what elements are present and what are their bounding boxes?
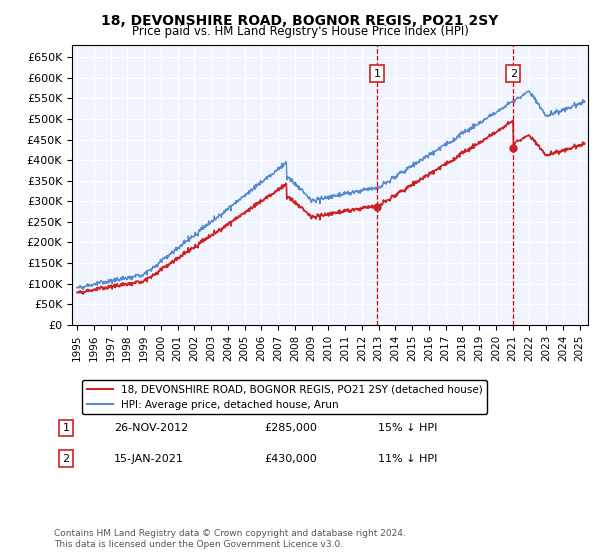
Text: 2: 2	[510, 69, 517, 78]
Point	[508, 143, 518, 152]
Text: Price paid vs. HM Land Registry's House Price Index (HPI): Price paid vs. HM Land Registry's House …	[131, 25, 469, 38]
Text: 1: 1	[373, 69, 380, 78]
Text: Contains HM Land Registry data © Crown copyright and database right 2024.
This d: Contains HM Land Registry data © Crown c…	[54, 529, 406, 549]
Text: 1: 1	[62, 423, 70, 433]
Text: 18, DEVONSHIRE ROAD, BOGNOR REGIS, PO21 2SY: 18, DEVONSHIRE ROAD, BOGNOR REGIS, PO21 …	[101, 14, 499, 28]
Text: 2: 2	[62, 454, 70, 464]
Text: £430,000: £430,000	[264, 454, 317, 464]
Legend: 18, DEVONSHIRE ROAD, BOGNOR REGIS, PO21 2SY (detached house), HPI: Average price: 18, DEVONSHIRE ROAD, BOGNOR REGIS, PO21 …	[82, 380, 487, 414]
Point	[372, 203, 382, 212]
Text: £285,000: £285,000	[264, 423, 317, 433]
Text: 15-JAN-2021: 15-JAN-2021	[114, 454, 184, 464]
Text: 26-NOV-2012: 26-NOV-2012	[114, 423, 188, 433]
Text: 15% ↓ HPI: 15% ↓ HPI	[378, 423, 437, 433]
Text: 11% ↓ HPI: 11% ↓ HPI	[378, 454, 437, 464]
